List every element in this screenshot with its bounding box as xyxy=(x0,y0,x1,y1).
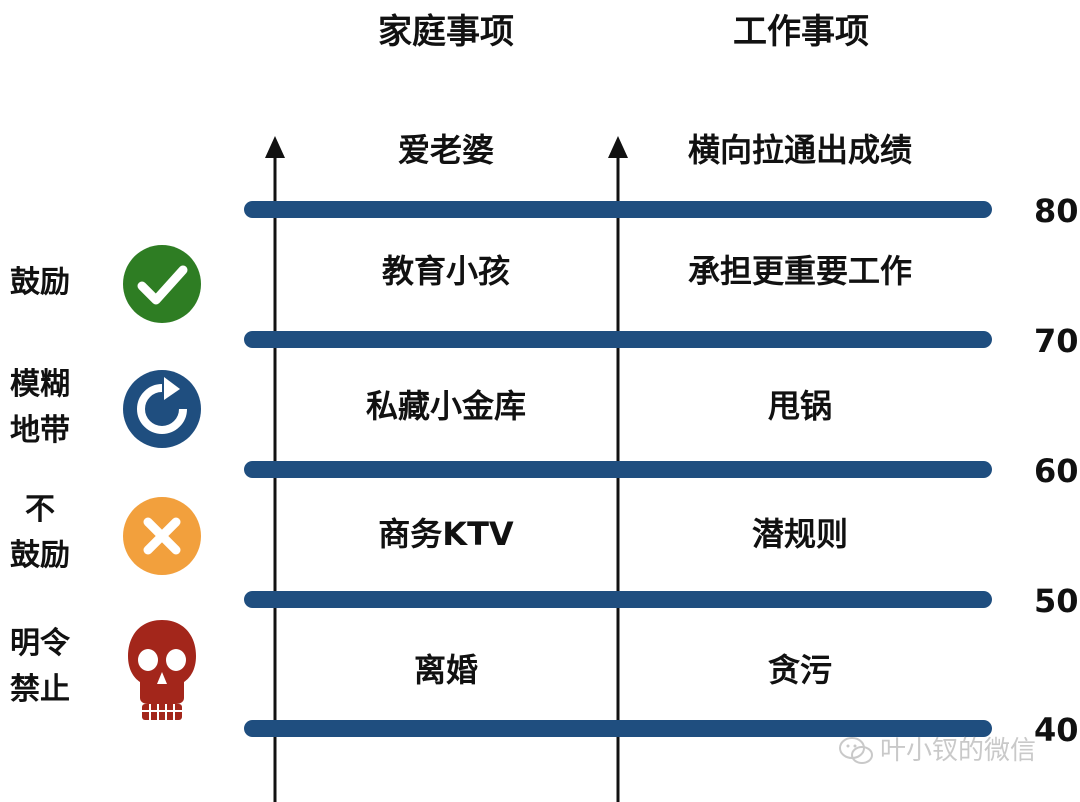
scale-label-40: 40 xyxy=(1034,711,1079,749)
level-label-discourage: 不 鼓励 xyxy=(0,487,80,579)
column-header-family: 家庭事项 xyxy=(378,12,514,52)
level-label-encourage: 鼓励 xyxy=(0,260,80,306)
scale-label-70: 70 xyxy=(1034,322,1079,360)
watermark-text: 叶小钗的微信 xyxy=(880,736,1037,766)
level-label-line: 鼓励 xyxy=(10,265,70,300)
work-item-4: 潜规则 xyxy=(751,515,848,553)
work-item-5: 贪污 xyxy=(767,651,832,689)
scale-label-80: 80 xyxy=(1034,192,1079,230)
level-label-line: 不 xyxy=(25,492,55,527)
refresh-icon xyxy=(123,370,201,448)
level-label-line: 模糊 xyxy=(10,367,70,402)
skull-icon xyxy=(128,620,196,720)
threshold-band-60 xyxy=(244,461,992,478)
level-label-line: 地带 xyxy=(10,413,70,448)
work-item-3: 甩锅 xyxy=(767,387,832,425)
wechat-icon xyxy=(839,737,873,764)
family-item-3: 私藏小金库 xyxy=(365,387,526,425)
level-label-line: 明令 xyxy=(10,626,70,661)
family-item-1: 爱老婆 xyxy=(397,131,494,169)
threshold-band-80 xyxy=(244,201,992,218)
scale-label-60: 60 xyxy=(1034,452,1079,490)
check-icon xyxy=(123,245,201,323)
level-label-gray-zone: 模糊 地带 xyxy=(0,362,80,454)
work-item-2: 承担更重要工作 xyxy=(687,252,912,290)
watermark: 叶小钗的微信 xyxy=(838,734,1036,768)
level-label-line: 禁止 xyxy=(10,672,70,707)
threshold-band-50 xyxy=(244,591,992,608)
level-label-forbidden: 明令 禁止 xyxy=(0,621,80,713)
work-item-1: 横向拉通出成绩 xyxy=(687,131,912,169)
threshold-band-70 xyxy=(244,331,992,348)
scale-label-50: 50 xyxy=(1034,582,1079,620)
cross-icon xyxy=(123,497,201,575)
level-label-line: 鼓励 xyxy=(10,538,70,573)
family-item-2: 教育小孩 xyxy=(381,252,510,290)
family-item-4: 商务KTV xyxy=(378,515,514,553)
family-item-5: 离婚 xyxy=(413,651,478,689)
column-header-work: 工作事项 xyxy=(733,12,869,52)
threshold-band-40 xyxy=(244,720,992,737)
